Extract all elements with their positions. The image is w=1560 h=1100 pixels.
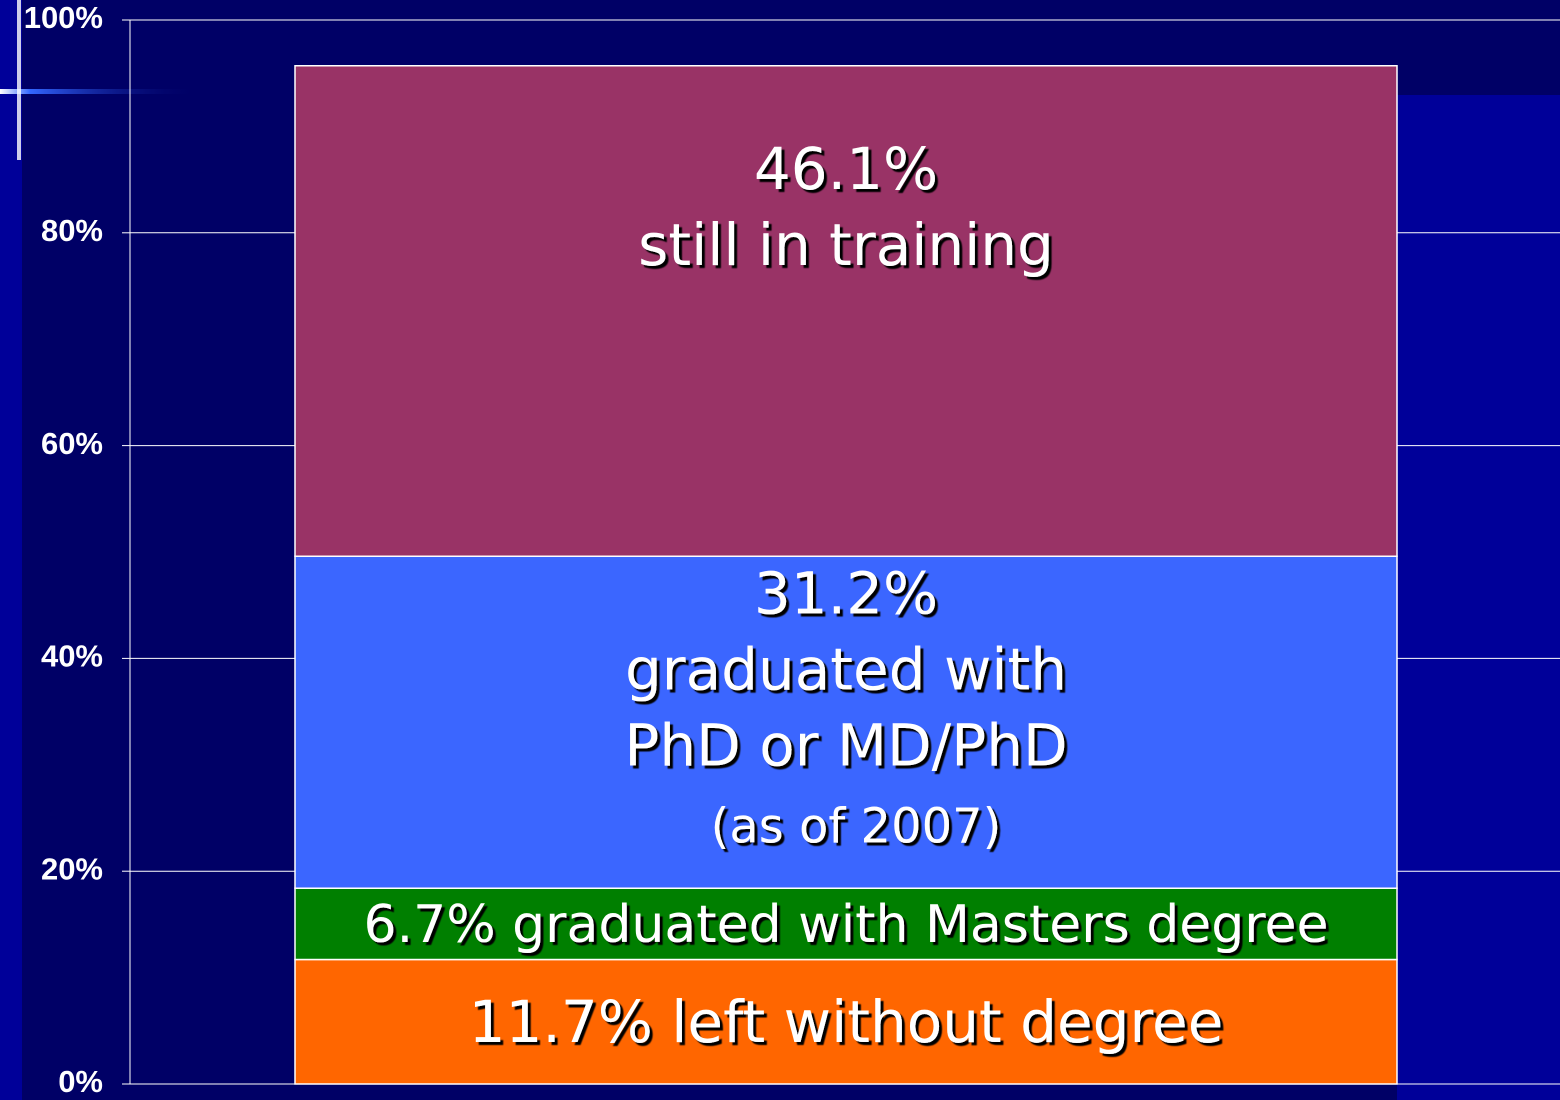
segment-label: 11.7% left without degree xyxy=(469,988,1224,1056)
y-tick-label: 20% xyxy=(41,851,103,886)
y-tick-label: 40% xyxy=(41,639,103,674)
segment-text: left without degree xyxy=(671,988,1223,1056)
y-tick-label: 80% xyxy=(41,213,103,248)
y-tick-label: 0% xyxy=(58,1064,103,1099)
side-band xyxy=(0,0,22,1100)
segment-text: graduated with xyxy=(625,635,1067,703)
segment-text: still in training xyxy=(638,211,1054,279)
y-tick-label: 60% xyxy=(41,426,103,461)
value-label: 6.7% xyxy=(364,895,496,955)
bar-segment xyxy=(294,887,1398,961)
decor-line xyxy=(0,89,200,94)
segment-text: (as of 2007) xyxy=(711,798,1002,854)
bar-segment xyxy=(294,555,1398,889)
segment-text: graduated with Masters degree xyxy=(512,895,1328,955)
bars xyxy=(294,65,1398,1085)
y-tick-label: 100% xyxy=(24,0,103,35)
bar-segment xyxy=(294,65,1398,558)
background-panel xyxy=(1397,95,1560,1100)
value-label: 11.7% xyxy=(469,988,653,1056)
decor-line xyxy=(17,0,21,160)
labels: 11.7% left without degree 6.7% graduated … xyxy=(364,135,1329,1056)
segment-label: 6.7% graduated with Masters degree xyxy=(364,895,1329,955)
value-label: 31.2% xyxy=(754,559,938,627)
value-label: 46.1% xyxy=(754,135,938,203)
segment-text: PhD or MD/PhD xyxy=(624,711,1067,779)
